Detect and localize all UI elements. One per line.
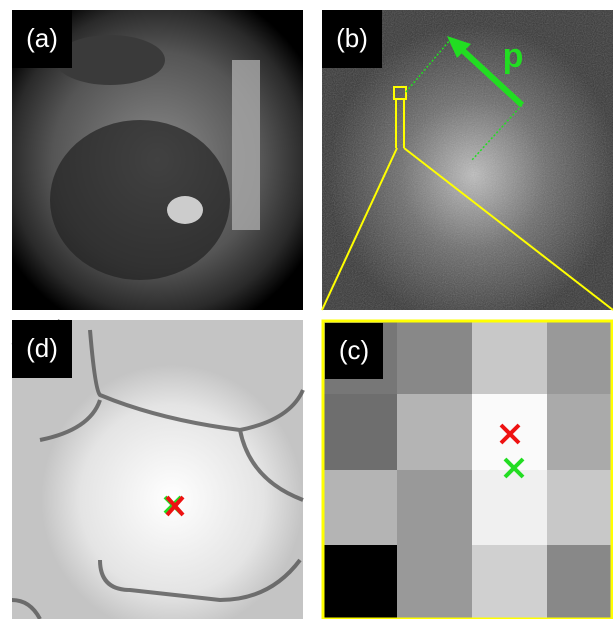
pixel [472, 470, 547, 545]
pixel [397, 394, 472, 470]
panel-label: (d) [26, 333, 58, 363]
pixel [547, 394, 613, 470]
pixel [397, 320, 472, 394]
pixel [472, 320, 547, 394]
panel-b: p (b) [322, 10, 613, 310]
pixel [547, 470, 613, 545]
pixel [547, 320, 613, 394]
pixel [547, 545, 613, 619]
panel-label: (a) [26, 23, 58, 53]
panel-d: (d) [12, 320, 303, 619]
pixel [397, 470, 472, 545]
panel-label: (c) [339, 335, 369, 365]
figure-body [50, 120, 230, 280]
pixel [322, 545, 397, 619]
panel-c: (c) [322, 320, 613, 619]
pixel [322, 470, 397, 545]
panel-label: (b) [336, 23, 368, 53]
leg [232, 60, 260, 230]
pixel [397, 545, 472, 619]
hands [167, 196, 203, 224]
pixel [472, 545, 547, 619]
vector-label: p [503, 37, 524, 75]
figure: (a) p (b) (d) (c) [0, 0, 613, 619]
panel-a: (a) [12, 10, 303, 310]
pixel [322, 394, 397, 470]
